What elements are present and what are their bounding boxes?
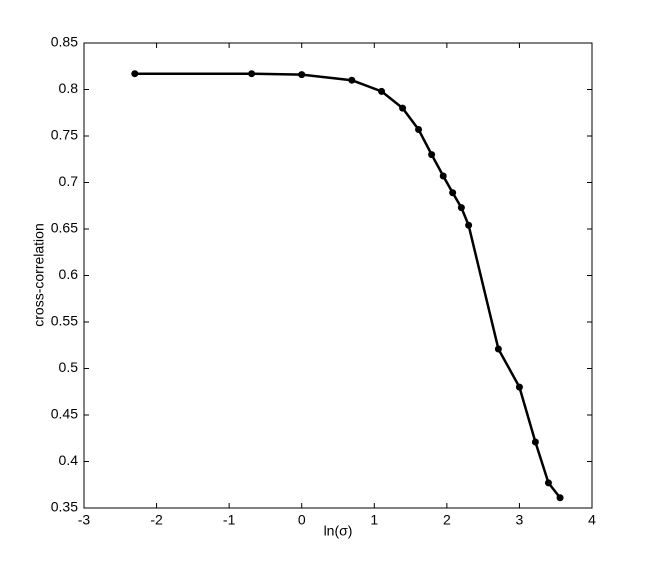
data-point bbox=[428, 151, 436, 159]
data-point bbox=[415, 125, 423, 133]
data-point bbox=[348, 76, 356, 84]
y-tick-label: 0.45 bbox=[51, 406, 78, 422]
y-tick-label: 0.7 bbox=[59, 173, 79, 189]
data-point bbox=[515, 383, 523, 391]
data-point bbox=[131, 70, 139, 78]
y-tick-label: 0.8 bbox=[59, 80, 79, 96]
plot-frame bbox=[83, 42, 593, 509]
y-tick-label: 0.35 bbox=[51, 499, 78, 515]
x-tick-label: 4 bbox=[588, 512, 596, 528]
x-tick-label: -1 bbox=[223, 512, 236, 528]
y-tick-label: 0.85 bbox=[51, 34, 78, 50]
x-tick-label: 0 bbox=[298, 512, 306, 528]
y-tick-label: 0.6 bbox=[59, 266, 79, 282]
x-axis-label: ln(σ) bbox=[324, 523, 353, 539]
y-tick-label: 0.75 bbox=[51, 127, 78, 143]
y-tick-label: 0.4 bbox=[59, 452, 79, 468]
data-point bbox=[544, 479, 552, 487]
x-tick-label: -3 bbox=[78, 512, 91, 528]
data-point bbox=[457, 204, 465, 212]
x-tick-label: -2 bbox=[150, 512, 163, 528]
y-axis-label: cross-correlation bbox=[31, 223, 47, 326]
y-tick-label: 0.55 bbox=[51, 313, 78, 329]
data-point bbox=[248, 70, 256, 78]
data-point bbox=[399, 104, 407, 112]
data-point bbox=[298, 71, 306, 79]
y-tick-label: 0.65 bbox=[51, 220, 78, 236]
data-point bbox=[439, 172, 447, 180]
data-point bbox=[378, 87, 386, 95]
x-tick-label: 1 bbox=[370, 512, 378, 528]
x-tick-label: 3 bbox=[516, 512, 524, 528]
data-point bbox=[494, 345, 502, 353]
series-line bbox=[134, 72, 562, 499]
y-tick-label: 0.5 bbox=[59, 359, 79, 375]
data-point bbox=[449, 189, 457, 197]
data-point bbox=[556, 494, 564, 502]
x-tick-label: 2 bbox=[443, 512, 451, 528]
data-point bbox=[465, 221, 473, 229]
data-point bbox=[531, 438, 539, 446]
